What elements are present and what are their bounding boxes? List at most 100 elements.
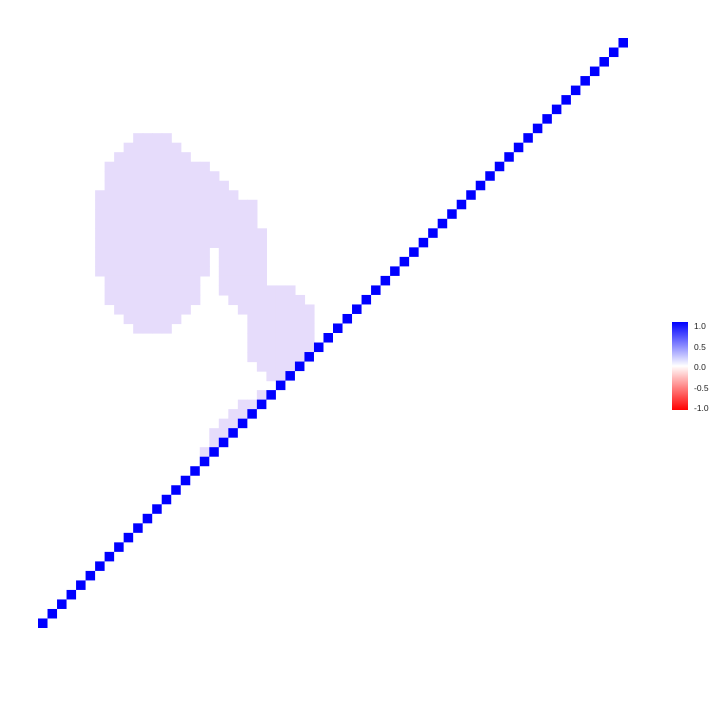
heatmap-cell [152, 323, 163, 334]
heatmap-diagonal-cell [323, 333, 333, 343]
heatmap-diagonal-cell [570, 85, 581, 96]
heatmap-cell [180, 180, 191, 191]
heatmap-cell [228, 228, 239, 239]
heatmap-cell [190, 190, 201, 201]
heatmap-cell [133, 199, 144, 210]
heatmap-cell [133, 294, 144, 306]
heatmap-cell [199, 256, 210, 267]
heatmap-cell [123, 199, 134, 210]
heatmap-cell [104, 218, 115, 229]
heatmap-cell [161, 294, 172, 306]
heatmap-cell [247, 399, 258, 410]
heatmap-cell [133, 266, 144, 277]
heatmap-cell [228, 418, 239, 429]
heatmap-cell [304, 323, 315, 334]
heatmap-diagonal-cell [494, 161, 505, 172]
heatmap-cell [209, 228, 220, 239]
heatmap-cell [256, 390, 267, 401]
heatmap-cell [218, 428, 229, 439]
heatmap-cell [285, 285, 296, 296]
heatmap-cell [142, 161, 153, 172]
heatmap-cell [275, 313, 287, 325]
heatmap-cell [256, 266, 267, 277]
color-legend: 1.0 0.5 0.0 -0.5 -1.0 [672, 321, 709, 413]
heatmap-cell [171, 209, 182, 220]
heatmap-cell [114, 218, 125, 229]
heatmap-cell [171, 161, 182, 172]
heatmap-cell [199, 199, 210, 210]
heatmap-diagonal-cell [190, 466, 200, 476]
heatmap-cell [294, 352, 306, 363]
heatmap-cell [133, 323, 144, 334]
heatmap-cell [285, 352, 296, 363]
heatmap-cell [104, 266, 115, 277]
heatmap-diagonal-cell [199, 456, 210, 467]
heatmap-cell [152, 133, 163, 144]
heatmap-cell [123, 237, 134, 248]
heatmap-cell [304, 313, 315, 325]
heatmap-cell [275, 352, 287, 363]
heatmap-cell [256, 342, 267, 353]
heatmap-cell [247, 323, 258, 334]
heatmap-cell [133, 275, 144, 287]
heatmap-cell [171, 247, 182, 258]
heatmap-cell [142, 228, 153, 239]
heatmap-cell [285, 361, 296, 372]
heatmap-cell [180, 199, 191, 210]
heatmap-cell [218, 237, 229, 248]
heatmap-cell [237, 266, 248, 277]
heatmap-cell [199, 161, 210, 172]
heatmap-cell [104, 256, 115, 267]
heatmap-cell [237, 218, 248, 229]
heatmap-cell [133, 313, 144, 325]
heatmap-cell [152, 161, 163, 172]
heatmap-cell [256, 228, 267, 239]
legend-colorbar [672, 322, 688, 410]
heatmap-cell [199, 228, 210, 239]
heatmap-cell [304, 333, 315, 344]
heatmap-cell [123, 247, 134, 258]
heatmap-cell [95, 218, 106, 229]
heatmap-cell [190, 171, 201, 182]
heatmap-cell [180, 218, 191, 229]
heatmap-cell [209, 190, 220, 201]
heatmap-cell [104, 228, 115, 239]
heatmap-cell [104, 237, 115, 248]
heatmap-cell [152, 237, 163, 248]
heatmap-cell [199, 237, 210, 248]
heatmap-cell [275, 304, 287, 315]
heatmap-cell [180, 209, 191, 220]
heatmap-diagonal-cell [104, 551, 115, 562]
heatmap-cell [114, 209, 125, 220]
heatmap-cell [304, 342, 315, 353]
heatmap-cell [171, 294, 182, 306]
heatmap-diagonal-cell [76, 580, 86, 590]
heatmap-diagonal-cell [180, 475, 191, 486]
heatmap-cell [247, 218, 258, 229]
heatmap-cell [152, 247, 163, 258]
heatmap-cell [247, 266, 258, 277]
heatmap-diagonal-cell [437, 218, 448, 229]
heatmap-cell [171, 199, 182, 210]
heatmap-diagonal-cell [85, 570, 96, 581]
heatmap-cell [142, 199, 153, 210]
heatmap-cell [190, 285, 201, 296]
heatmap-cell [161, 152, 172, 163]
heatmap-cell [152, 190, 163, 201]
heatmap-diagonal-cell [409, 247, 419, 257]
heatmap-cell [256, 294, 267, 306]
heatmap-cell [294, 313, 306, 325]
heatmap-cell [228, 285, 239, 296]
heatmap-cell [209, 437, 220, 448]
heatmap-cell [161, 304, 172, 315]
heatmap-cell [294, 342, 306, 353]
heatmap-cell [266, 304, 277, 315]
heatmap-cell [95, 247, 106, 258]
heatmap-cell [209, 180, 220, 191]
heatmap-diagonal-cell [428, 228, 438, 238]
heatmap-cell [237, 409, 248, 420]
heatmap-cell [237, 228, 248, 239]
heatmap-cell [161, 190, 172, 201]
heatmap-diagonal-cell [371, 285, 381, 295]
heatmap-cell [228, 199, 239, 210]
